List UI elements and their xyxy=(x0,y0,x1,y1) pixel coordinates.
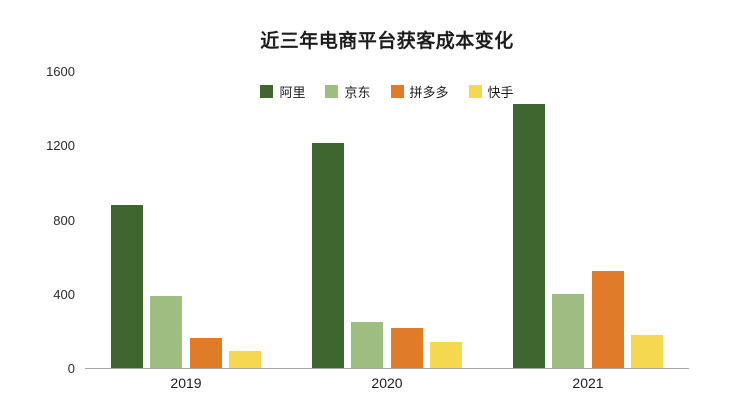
bar-快手-2021 xyxy=(630,335,663,368)
chart-title: 近三年电商平台获客成本变化 xyxy=(260,31,514,52)
legend-swatch-icon xyxy=(390,85,404,98)
bar-group-2020 xyxy=(312,143,462,368)
legend-item-阿里[interactable]: 阿里 xyxy=(260,82,305,101)
legend-swatch-icon xyxy=(468,85,482,98)
x-tick-label-2020: 2020 xyxy=(371,375,403,391)
bar-快手-2019 xyxy=(228,351,261,368)
legend-swatch-icon xyxy=(260,85,274,98)
y-tick-label: 1200 xyxy=(46,138,75,154)
x-tick-label-2019: 2019 xyxy=(170,375,202,391)
bar-阿里-2020 xyxy=(312,143,344,368)
legend-item-快手[interactable]: 快手 xyxy=(468,82,514,101)
legend-swatch-icon xyxy=(325,85,339,98)
legend-item-京东[interactable]: 京东 xyxy=(325,82,371,101)
bar-group-2021 xyxy=(513,104,663,368)
y-tick-label: 0 xyxy=(67,361,75,376)
bar-京东-2019 xyxy=(150,296,183,368)
bar-阿里-2021 xyxy=(513,104,545,368)
legend-label: 拼多多 xyxy=(409,85,449,100)
y-tick-label: 800 xyxy=(53,212,75,228)
bar-京东-2021 xyxy=(552,294,585,368)
legend-label: 快手 xyxy=(487,85,514,100)
bar-group-2019 xyxy=(111,205,261,368)
y-tick-label: 1600 xyxy=(46,64,75,79)
x-tick-label-2021: 2021 xyxy=(572,375,604,391)
bar-阿里-2019 xyxy=(111,205,143,368)
bar-京东-2020 xyxy=(351,322,384,368)
legend: 阿里 京东 拼多多 快手 xyxy=(85,82,689,101)
legend-label: 阿里 xyxy=(279,85,306,100)
legend-label: 京东 xyxy=(344,85,371,100)
bar-拼多多-2020 xyxy=(390,328,423,368)
y-axis: 0 400 800 1200 1600 xyxy=(0,0,75,420)
plot-area: 2019 2020 2021 xyxy=(85,72,689,391)
legend-item-拼多多[interactable]: 拼多多 xyxy=(390,82,449,101)
y-tick-label: 400 xyxy=(53,286,75,302)
bar-拼多多-2021 xyxy=(591,271,624,368)
bar-拼多多-2019 xyxy=(189,338,222,368)
bar-快手-2020 xyxy=(429,342,462,368)
